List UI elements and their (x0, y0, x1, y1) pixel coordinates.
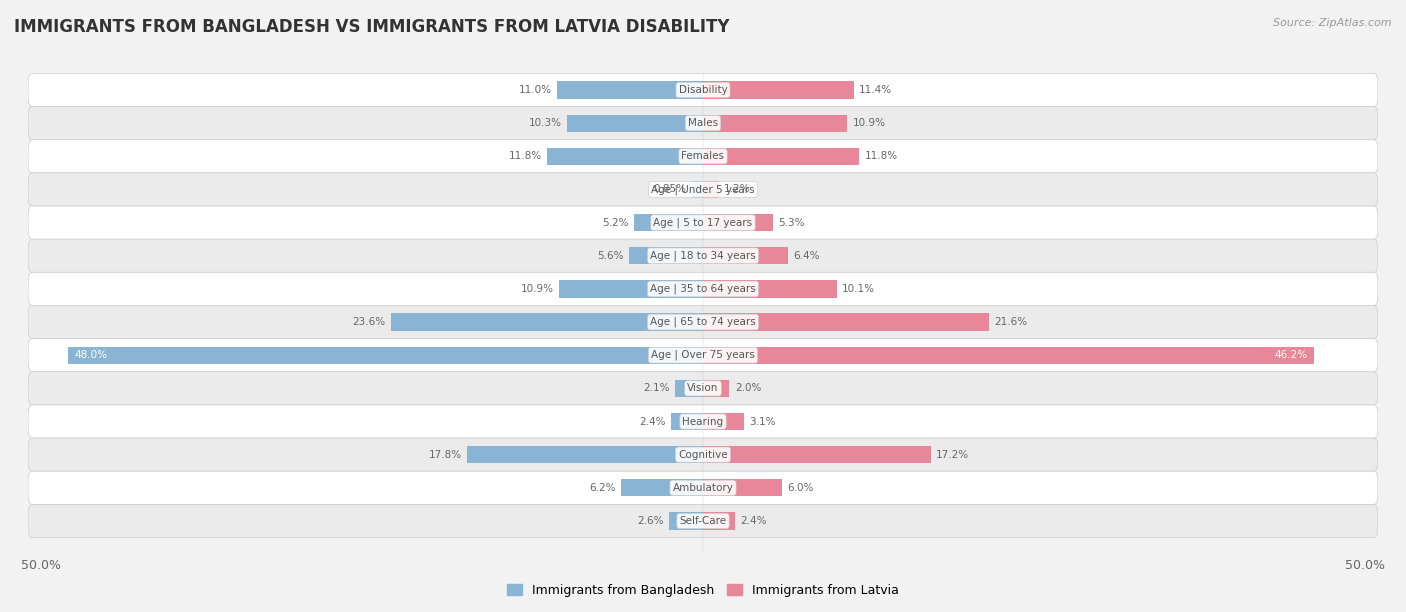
Text: 2.1%: 2.1% (644, 383, 669, 394)
Bar (703, 379, 730, 397)
Text: 11.8%: 11.8% (865, 151, 897, 162)
Text: Males: Males (688, 118, 718, 128)
Bar (703, 147, 859, 165)
Bar (703, 214, 773, 231)
Text: 17.8%: 17.8% (429, 450, 463, 460)
Text: 6.0%: 6.0% (787, 483, 814, 493)
Text: 17.2%: 17.2% (936, 450, 969, 460)
Text: 10.1%: 10.1% (842, 284, 875, 294)
Text: 6.2%: 6.2% (589, 483, 616, 493)
Text: Females: Females (682, 151, 724, 162)
FancyBboxPatch shape (28, 173, 1378, 206)
Text: 0.85%: 0.85% (654, 184, 686, 195)
Bar (703, 280, 837, 297)
Text: 11.8%: 11.8% (509, 151, 541, 162)
Legend: Immigrants from Bangladesh, Immigrants from Latvia: Immigrants from Bangladesh, Immigrants f… (502, 579, 904, 602)
Bar (703, 81, 853, 99)
Text: 10.3%: 10.3% (529, 118, 561, 128)
FancyBboxPatch shape (28, 73, 1378, 106)
FancyBboxPatch shape (28, 338, 1378, 371)
Bar (703, 346, 1315, 364)
Text: Source: ZipAtlas.com: Source: ZipAtlas.com (1274, 18, 1392, 28)
Text: Age | 18 to 34 years: Age | 18 to 34 years (650, 250, 756, 261)
Bar (634, 214, 703, 231)
FancyBboxPatch shape (28, 371, 1378, 405)
Bar (558, 280, 703, 297)
Text: 2.0%: 2.0% (735, 383, 761, 394)
Bar (703, 313, 988, 330)
FancyBboxPatch shape (28, 471, 1378, 504)
Bar (703, 446, 931, 463)
Text: 10.9%: 10.9% (520, 284, 554, 294)
Text: 23.6%: 23.6% (353, 317, 385, 327)
Text: 5.6%: 5.6% (598, 251, 624, 261)
Text: 11.0%: 11.0% (519, 85, 553, 95)
Text: 1.2%: 1.2% (724, 184, 751, 195)
Bar (391, 313, 703, 330)
Bar (567, 114, 703, 132)
Bar (703, 114, 848, 132)
FancyBboxPatch shape (28, 504, 1378, 537)
Bar (628, 247, 703, 264)
Text: 2.6%: 2.6% (637, 516, 664, 526)
Text: Ambulatory: Ambulatory (672, 483, 734, 493)
Text: Disability: Disability (679, 85, 727, 95)
Text: Cognitive: Cognitive (678, 450, 728, 460)
Text: 48.0%: 48.0% (75, 350, 107, 360)
Bar (703, 512, 735, 529)
Bar (547, 147, 703, 165)
Text: 11.4%: 11.4% (859, 85, 893, 95)
Bar (671, 413, 703, 430)
FancyBboxPatch shape (28, 106, 1378, 140)
Text: Age | 35 to 64 years: Age | 35 to 64 years (650, 284, 756, 294)
Text: Self-Care: Self-Care (679, 516, 727, 526)
Text: Vision: Vision (688, 383, 718, 394)
Text: IMMIGRANTS FROM BANGLADESH VS IMMIGRANTS FROM LATVIA DISABILITY: IMMIGRANTS FROM BANGLADESH VS IMMIGRANTS… (14, 18, 730, 36)
Text: Hearing: Hearing (682, 417, 724, 427)
Bar (621, 479, 703, 496)
Bar (703, 181, 718, 198)
FancyBboxPatch shape (28, 438, 1378, 471)
FancyBboxPatch shape (28, 405, 1378, 438)
Bar (669, 512, 703, 529)
Text: Age | Over 75 years: Age | Over 75 years (651, 350, 755, 360)
Text: Age | 5 to 17 years: Age | 5 to 17 years (654, 217, 752, 228)
Text: 6.4%: 6.4% (793, 251, 820, 261)
Text: 10.9%: 10.9% (852, 118, 886, 128)
Text: 21.6%: 21.6% (994, 317, 1028, 327)
FancyBboxPatch shape (28, 305, 1378, 338)
Bar (703, 413, 744, 430)
Bar (692, 181, 703, 198)
Text: 2.4%: 2.4% (740, 516, 766, 526)
Bar (675, 379, 703, 397)
Text: 2.4%: 2.4% (640, 417, 666, 427)
Bar (703, 247, 787, 264)
Bar (67, 346, 703, 364)
Bar (557, 81, 703, 99)
FancyBboxPatch shape (28, 140, 1378, 173)
Bar (467, 446, 703, 463)
Text: Age | Under 5 years: Age | Under 5 years (651, 184, 755, 195)
Text: 3.1%: 3.1% (749, 417, 776, 427)
FancyBboxPatch shape (28, 239, 1378, 272)
Text: 5.2%: 5.2% (602, 218, 628, 228)
FancyBboxPatch shape (28, 272, 1378, 305)
FancyBboxPatch shape (28, 206, 1378, 239)
Text: 46.2%: 46.2% (1275, 350, 1308, 360)
Bar (703, 479, 782, 496)
Text: 5.3%: 5.3% (779, 218, 804, 228)
Text: Age | 65 to 74 years: Age | 65 to 74 years (650, 317, 756, 327)
